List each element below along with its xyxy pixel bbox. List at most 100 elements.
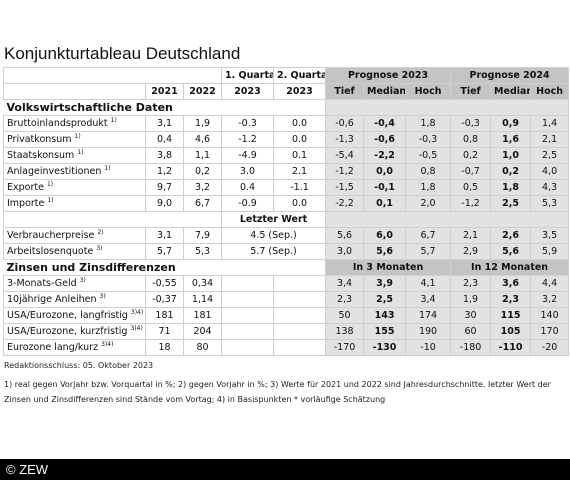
row-label: 10jährige Anleihen 3) bbox=[3, 291, 146, 308]
cell: 4,0 bbox=[530, 163, 570, 180]
footnote-ref: 1) bbox=[47, 197, 54, 205]
cell bbox=[273, 291, 327, 308]
cell: -0,1 bbox=[363, 179, 407, 196]
cell: 0,0 bbox=[363, 163, 407, 180]
cell: 5.7 (Sep.) bbox=[221, 243, 327, 260]
cell: 0.0 bbox=[273, 195, 327, 212]
cell: 30 bbox=[450, 307, 492, 324]
cell: -130 bbox=[363, 339, 407, 356]
cell: 1,1 bbox=[182, 147, 223, 164]
footnote-ref: 3) bbox=[99, 293, 106, 301]
table-row: USA/Eurozone, langfristig 3)4) 181 181 50 14… bbox=[3, 307, 570, 324]
row-label: Arbeitslosenquote 3) bbox=[3, 243, 146, 260]
cell: 1,8 bbox=[405, 115, 452, 132]
label-text: Staatskonsum bbox=[7, 150, 75, 162]
cell: 5,9 bbox=[530, 243, 570, 260]
header-cell: 2. Quartal bbox=[273, 67, 327, 84]
cell: 5,3 bbox=[530, 195, 570, 212]
header-cell: Median bbox=[363, 83, 407, 100]
cell: 5,6 bbox=[490, 243, 532, 260]
cell bbox=[221, 275, 275, 292]
footnote-ref: 1) bbox=[46, 181, 54, 189]
header-cell: 2022 bbox=[182, 83, 223, 100]
footnote-ref: 3)4) bbox=[130, 325, 143, 333]
cell: 2,5 bbox=[490, 195, 532, 212]
cell: 0.0 bbox=[273, 115, 327, 132]
header-cell: Median bbox=[490, 83, 532, 100]
cell: 3,0 bbox=[325, 243, 365, 260]
cell: 2,3 bbox=[450, 275, 492, 292]
table-row: Letzter Wert bbox=[2, 211, 570, 228]
cell: -0,37 bbox=[145, 291, 184, 308]
cell: 3,8 bbox=[145, 147, 184, 164]
cell: -0,7 bbox=[450, 163, 492, 180]
cell bbox=[325, 99, 570, 116]
footnote-ref: 3)4) bbox=[101, 341, 114, 349]
cell: 9,7 bbox=[145, 179, 184, 196]
cell: 0.0 bbox=[273, 131, 327, 148]
table-row: 10jährige Anleihen 3) -0,37 1,14 2,3 2,5 3,4 1… bbox=[3, 291, 570, 308]
cell: 0,1 bbox=[363, 195, 407, 212]
table-row: Anlageinvestitionen 1) 1,2 0,2 3.0 2.1 -1,2 0,… bbox=[3, 163, 570, 180]
cell: 3,9 bbox=[363, 275, 407, 292]
header-cell: Hoch bbox=[405, 83, 452, 100]
cell: -0,6 bbox=[363, 131, 407, 148]
label-text: Bruttoinlandsprodukt bbox=[7, 118, 108, 130]
cell: 3,2 bbox=[182, 179, 223, 196]
footnote-ref: 3)4) bbox=[130, 309, 144, 317]
cell: 7,9 bbox=[182, 227, 223, 244]
cell: 2,1 bbox=[450, 227, 492, 244]
cell: 204 bbox=[182, 323, 223, 340]
header-cell: Tief bbox=[325, 83, 365, 100]
cell: 170 bbox=[530, 323, 570, 340]
cell: -0,6 bbox=[325, 115, 365, 132]
cell: -1,5 bbox=[325, 179, 365, 196]
cell bbox=[221, 323, 275, 340]
row-label: Staatskonsum 1) bbox=[3, 147, 146, 164]
cell: -0,55 bbox=[145, 275, 184, 292]
cell: 0,4 bbox=[145, 131, 184, 148]
footnote-ref: 1) bbox=[77, 149, 84, 157]
cell: 5,3 bbox=[182, 243, 223, 260]
cell: 2,1 bbox=[530, 131, 570, 148]
cell: 0,2 bbox=[490, 163, 532, 180]
cell: -1,2 bbox=[325, 163, 365, 180]
cell bbox=[325, 211, 570, 228]
label-text: 3-Monats-Geld bbox=[7, 278, 77, 290]
row-label: Verbraucherpreise 2) bbox=[3, 227, 146, 244]
cell: 181 bbox=[145, 307, 184, 324]
cell bbox=[273, 307, 327, 324]
cell: 3,4 bbox=[325, 275, 365, 292]
cell: 4,6 bbox=[182, 131, 223, 148]
cell: -0.3 bbox=[221, 115, 275, 132]
cell: 138 bbox=[325, 323, 365, 340]
cell: -5,4 bbox=[325, 147, 365, 164]
cell: -1,2 bbox=[450, 195, 492, 212]
cell: 4.5 (Sep.) bbox=[221, 227, 327, 244]
cell: 4,3 bbox=[530, 179, 570, 196]
cell: 6,7 bbox=[405, 227, 452, 244]
cell: 3,6 bbox=[490, 275, 532, 292]
cell bbox=[221, 339, 275, 356]
cell: -180 bbox=[450, 339, 492, 356]
cell: 1,9 bbox=[450, 291, 492, 308]
cell bbox=[2, 211, 223, 228]
cell: 5,6 bbox=[363, 243, 407, 260]
cell: 143 bbox=[363, 307, 407, 324]
table-row: Privatkonsum 1) 0,4 4,6 -1.2 0.0 -1,3 -0,6 -0,3… bbox=[3, 131, 570, 148]
cell: 140 bbox=[530, 307, 570, 324]
footnote-ref: 1) bbox=[104, 165, 111, 173]
row-label: Anlageinvestitionen 1) bbox=[3, 163, 146, 180]
cell: -4.9 bbox=[221, 147, 275, 164]
cell: 2,6 bbox=[490, 227, 532, 244]
cell: 18 bbox=[145, 339, 184, 356]
table-row: Verbraucherpreise 2) 3,1 7,9 4.5 (Sep.) 5,6 6… bbox=[3, 227, 570, 244]
footnote-ref: 3) bbox=[79, 277, 86, 285]
section-title: Zinsen und Zinsdifferenzen bbox=[3, 259, 326, 276]
header-cell bbox=[3, 83, 146, 100]
label-text: Verbraucherpreise bbox=[7, 230, 95, 242]
cell: 0,2 bbox=[182, 163, 223, 180]
header-cell: Hoch bbox=[530, 83, 570, 100]
row-label: Bruttoinlandsprodukt 1) bbox=[3, 115, 146, 132]
cell: 1,4 bbox=[530, 115, 570, 132]
